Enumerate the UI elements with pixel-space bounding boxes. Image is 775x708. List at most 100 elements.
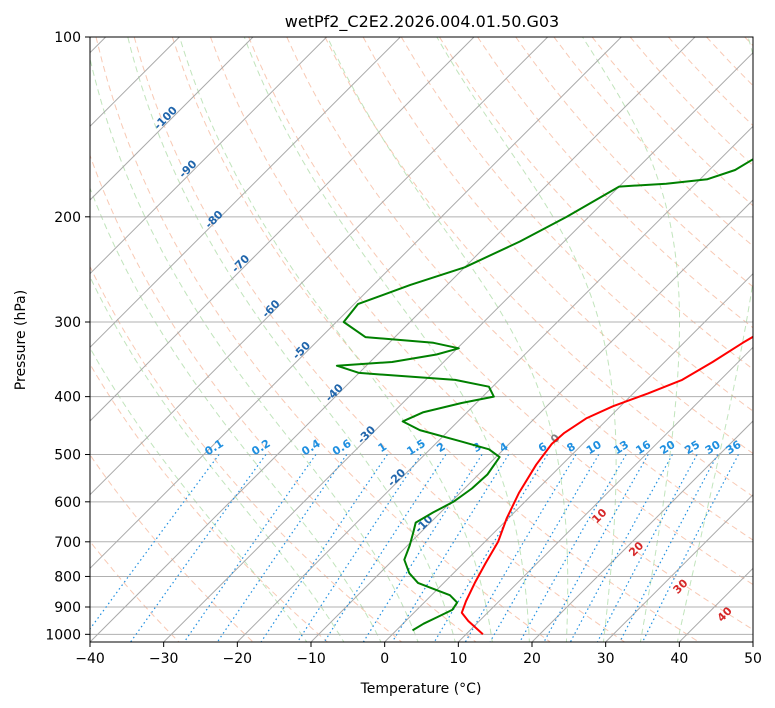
mixing-ratio-label: 8 [564,440,577,455]
x-axis-ticks: −40 −30 −20 −10 0 10 20 30 40 50 [75,642,762,667]
mixing-ratio-label: 6 [536,440,550,455]
x-tick-label: 30 [597,651,615,667]
x-axis-label: Temperature (°C) [360,681,482,697]
y-tick-label: 400 [54,390,81,406]
x-tick-label: −30 [149,651,179,667]
isotherm [163,51,753,642]
isotherm [90,37,254,201]
dry-adiabat [90,453,254,642]
dry-adiabat [477,37,753,329]
isotherm [605,493,753,642]
y-tick-label: 300 [54,315,81,331]
dry-adiabat [324,37,753,498]
dry-adiabat [210,37,753,631]
dry-adiabat [95,37,552,642]
moist-adiabats [90,37,753,642]
temperature-profile [460,335,753,636]
moist-adiabat [326,37,569,642]
dewpoint-profile [335,158,753,632]
isotherm-label: 0 [548,431,563,446]
y-tick-label: 700 [54,535,81,551]
isotherm [310,199,753,642]
moist-adiabat [90,275,345,642]
y-axis-ticks: 100 200 300 400 500 600 700 800 900 1000 [45,30,90,643]
plot-frame [89,36,754,643]
isotherm [678,567,753,642]
y-tick-label: 800 [54,569,81,585]
mixing-ratio-line [323,454,447,642]
isotherm [90,37,328,275]
y-tick-label: 100 [54,30,81,46]
x-tick-label: 50 [744,651,762,667]
y-tick-label: 1000 [45,627,81,643]
mixing-ratio-label: 0.2 [249,437,272,458]
dry-adiabat [286,37,753,541]
dry-adiabat [668,37,753,127]
mixing-ratio-label: 0.1 [202,437,225,458]
x-tick-label: −40 [75,651,105,667]
mixing-ratio-line [129,454,267,642]
moist-adiabat [179,37,493,642]
isotherm [752,641,753,642]
moist-adiabat [243,37,530,642]
y-tick-label: 200 [54,210,81,226]
isotherm-label: -80 [202,208,225,231]
y-axis-label: Pressure (hPa) [13,290,29,390]
moist-adiabat [676,37,753,642]
mixing-ratio-line [569,454,673,642]
mixing-ratio-line [596,454,698,642]
x-tick-label: 0 [380,651,389,667]
dry-adiabats [90,37,753,642]
dry-adiabat [133,37,626,642]
pressure-gridlines [90,37,753,635]
isotherm [531,420,753,642]
mixing-ratio-label: 2 [434,440,447,455]
isotherm [90,37,549,496]
isotherm-label: -70 [229,252,252,275]
x-tick-label: 40 [670,651,688,667]
isotherm [384,272,753,642]
isotherm [236,125,753,642]
moist-adiabat [90,56,419,642]
moist-adiabat [90,346,308,642]
dry-adiabat [438,37,753,370]
dry-adiabat [744,37,753,47]
isotherm-label: -20 [385,466,408,489]
mixing-ratio-label: 1 [376,440,389,455]
dry-adiabat [171,37,700,642]
isotherm [457,346,753,642]
mixing-ratio-lines [90,454,739,642]
isotherm-label: -100 [151,104,180,133]
plot-area: 0.1 0.2 0.4 0.6 1 1.5 2 3 4 6 8 10 13 16 20 25 30 36-100-… [90,37,753,642]
dry-adiabat [90,153,477,642]
x-tick-label: 20 [523,651,541,667]
mixing-ratio-line [619,454,719,642]
moist-adiabat [436,37,617,642]
mixing-ratio-label: 4 [497,440,511,455]
mixing-ratio-line [391,454,510,642]
dry-adiabat [515,37,753,288]
isotherm [90,37,401,349]
mixing-ratio-line [90,454,220,630]
isotherm-label: -60 [259,297,282,320]
moist-adiabat [582,37,680,642]
line-annotations: 0.1 0.2 0.4 0.6 1 1.5 2 3 4 6 8 10 13 16 20 25 30 36-100-… [151,104,743,625]
moist-adiabat [90,186,382,642]
mixing-ratio-line [489,454,600,642]
isotherm-label: -50 [290,339,313,362]
x-tick-label: 10 [449,651,467,667]
isotherm-label: 10 [589,506,609,526]
mixing-ratio-line [260,454,388,642]
isotherm [90,37,475,422]
x-tick-label: −20 [223,651,253,667]
isotherm-label: -30 [355,423,378,446]
moist-adiabat [127,37,456,642]
y-tick-label: 900 [54,600,81,616]
chart-title: wetPf2_C2E2.2026.004.01.50.G03 [285,12,559,32]
dry-adiabat [248,37,753,586]
mixing-ratio-line [464,454,577,642]
mixing-ratio-line [519,454,627,642]
mixing-ratio-line [296,454,422,642]
dry-adiabat [400,37,753,412]
